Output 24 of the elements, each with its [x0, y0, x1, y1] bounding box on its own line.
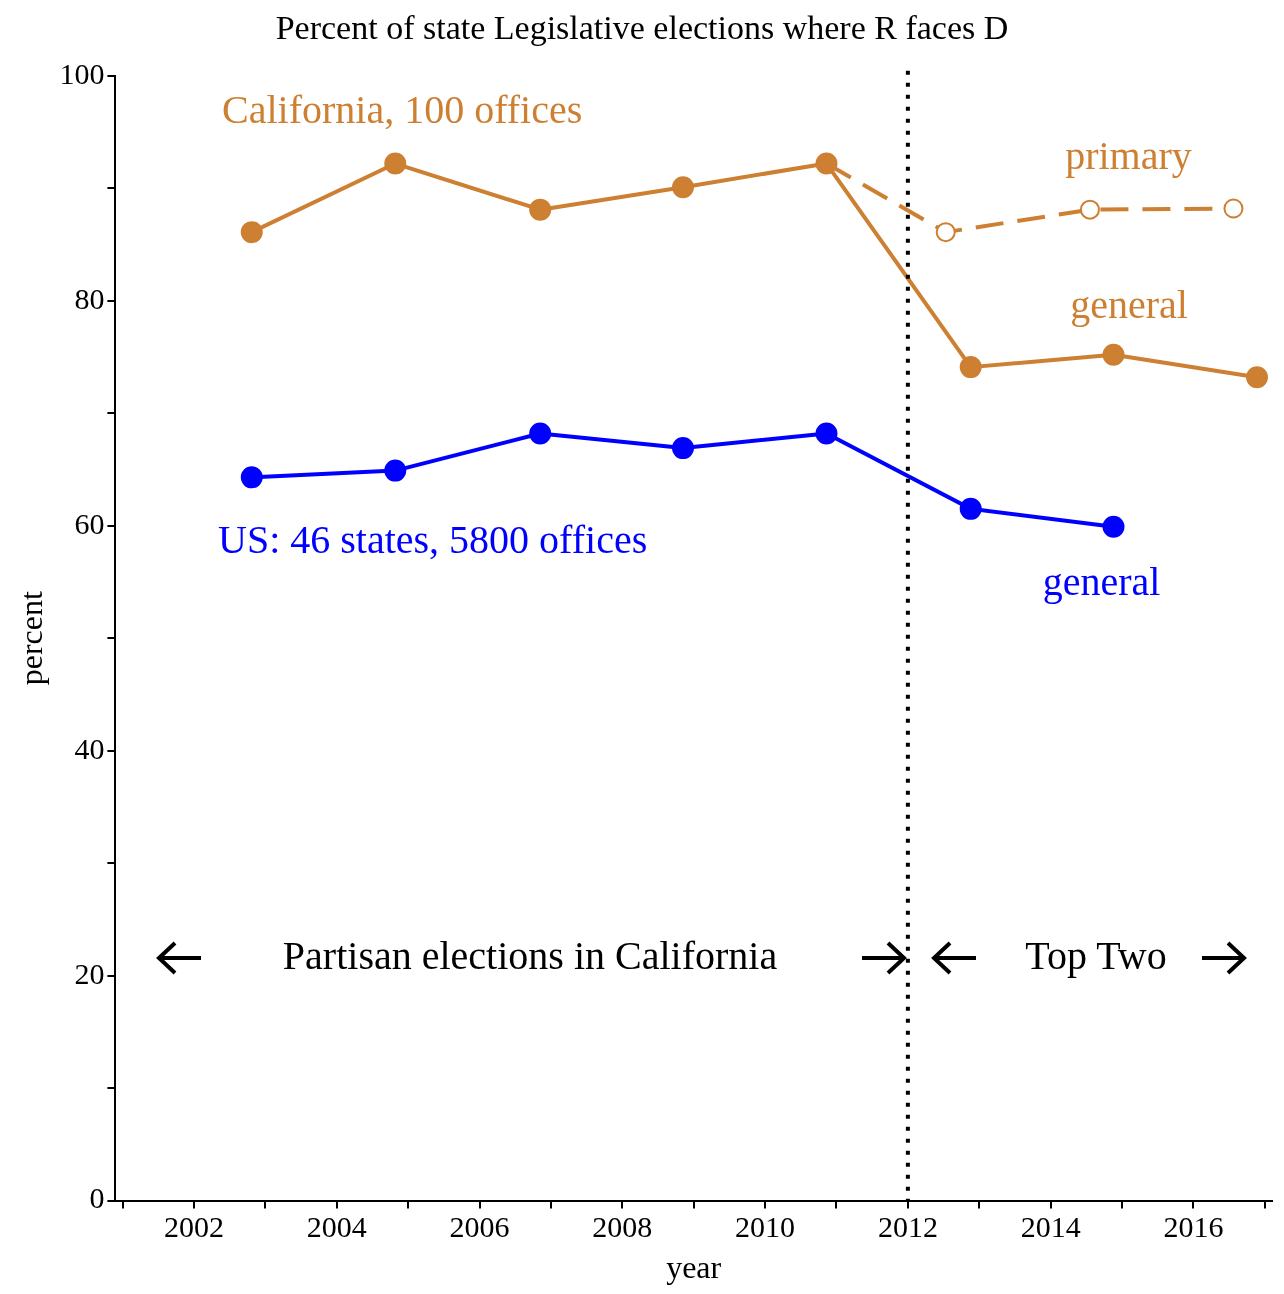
x-tick-label: 2004 — [306, 1210, 367, 1244]
x-tick-label: 2016 — [1163, 1210, 1224, 1244]
x-tick-label: 2006 — [449, 1210, 510, 1244]
chart-title: Percent of state Legislative elections where R faces D — [275, 9, 1009, 47]
x-tick-label: 2010 — [735, 1210, 796, 1244]
annotation: Top Two — [1025, 932, 1167, 978]
x-tick-label: 2012 — [877, 1210, 938, 1244]
y-tick-label: 80 — [74, 281, 105, 315]
annotation: Partisan elections in California — [282, 932, 778, 978]
y-tick-label: 20 — [74, 956, 105, 990]
series-label: general — [1042, 559, 1161, 605]
y-axis-title: percent — [12, 591, 49, 686]
x-tick-label: 2002 — [163, 1210, 224, 1244]
annotation: California, 100 offices — [222, 86, 583, 132]
x-tick-label: 2014 — [1020, 1210, 1081, 1244]
y-tick-label: 100 — [59, 56, 105, 90]
x-axis-title: year — [666, 1249, 722, 1286]
y-tick-label: 60 — [74, 506, 105, 540]
series-label: general — [1070, 281, 1188, 327]
annotation: US: 46 states, 5800 offices — [218, 516, 648, 562]
y-tick-label: 0 — [89, 1181, 105, 1215]
series-label: primary — [1065, 133, 1192, 179]
y-tick-label: 40 — [74, 731, 105, 765]
x-tick-label: 2008 — [592, 1210, 653, 1244]
